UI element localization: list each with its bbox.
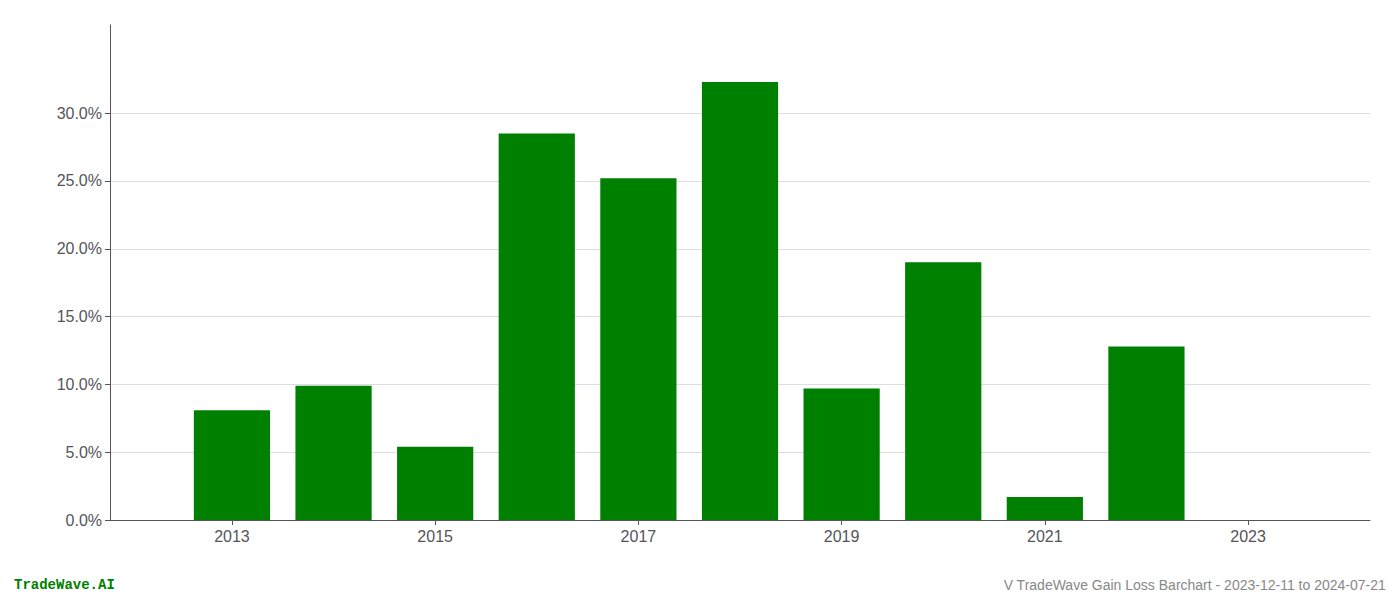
svg-text:20.0%: 20.0%	[57, 240, 102, 257]
svg-text:2021: 2021	[1027, 528, 1063, 545]
svg-text:15.0%: 15.0%	[57, 308, 102, 325]
svg-text:2013: 2013	[214, 528, 250, 545]
svg-text:2017: 2017	[621, 528, 657, 545]
svg-text:V TradeWave Gain Loss Barchart: V TradeWave Gain Loss Barchart - 2023-12…	[1004, 577, 1386, 593]
svg-text:2015: 2015	[417, 528, 453, 545]
svg-text:0.0%: 0.0%	[66, 512, 102, 529]
svg-text:2019: 2019	[824, 528, 860, 545]
svg-text:10.0%: 10.0%	[57, 376, 102, 393]
svg-text:5.0%: 5.0%	[66, 444, 102, 461]
svg-text:TradeWave.AI: TradeWave.AI	[14, 577, 115, 593]
svg-text:2023: 2023	[1230, 528, 1266, 545]
svg-text:25.0%: 25.0%	[57, 172, 102, 189]
svg-text:30.0%: 30.0%	[57, 105, 102, 122]
